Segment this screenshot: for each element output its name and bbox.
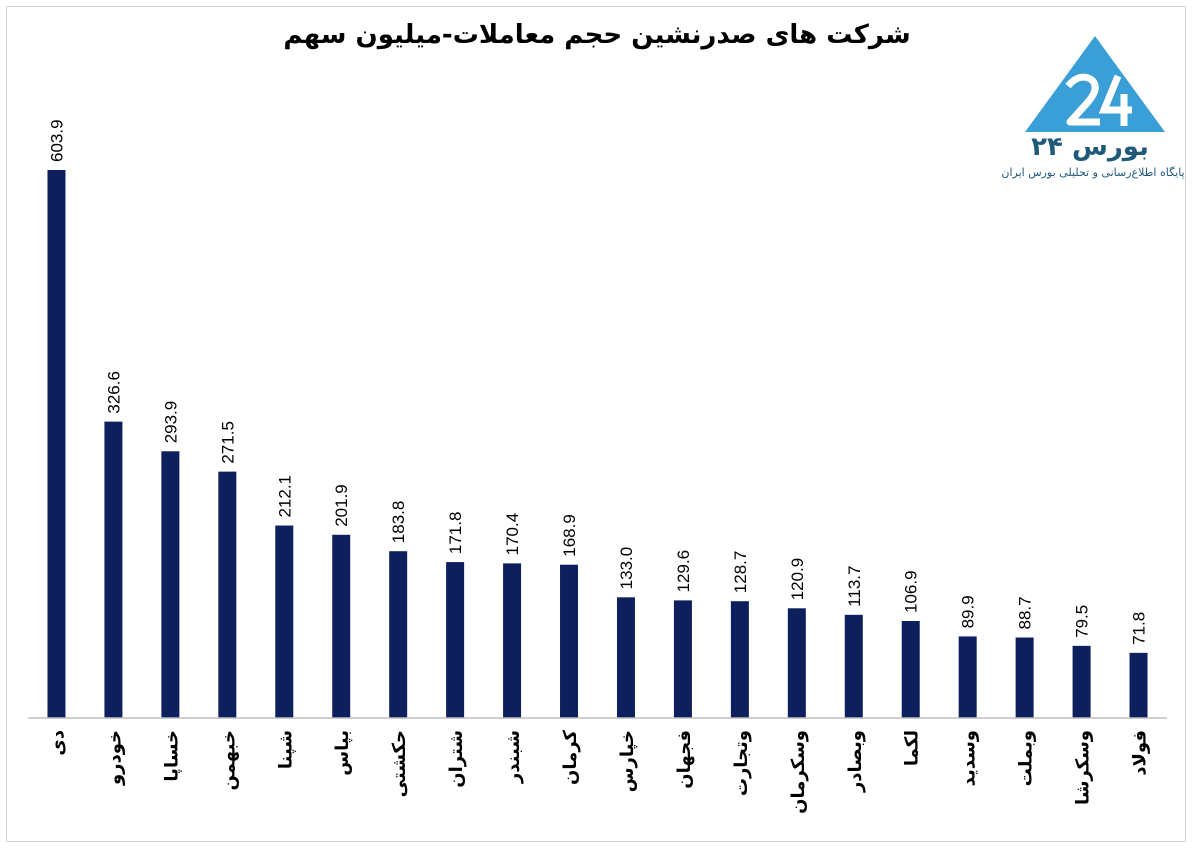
bar-5 (275, 525, 294, 718)
bar-2 (104, 421, 123, 718)
value-label-19: 79.5 (1073, 605, 1092, 638)
category-label-20: فولاد (1130, 730, 1151, 776)
triangle-24-logo-icon (1025, 36, 1165, 132)
bar-19 (1072, 645, 1091, 718)
bar-4 (218, 471, 237, 718)
bar-3 (161, 451, 180, 718)
value-label-8: 171.8 (446, 512, 465, 555)
value-label-9: 170.4 (503, 513, 522, 556)
logo-tagline: پایگاه اطلاع‌رسانی و تحلیلی بورس ایران (1001, 166, 1185, 179)
bar-17 (958, 636, 977, 718)
value-label-4: 271.5 (218, 421, 237, 464)
value-label-11: 133.0 (617, 547, 636, 590)
chart-title: شرکت های صدرنشین حجم معاملات-میلیون سهم (283, 20, 911, 50)
category-label-7: حکشتی (389, 730, 410, 797)
category-label-14: وسکرمان (788, 730, 809, 814)
value-label-7: 183.8 (389, 501, 408, 544)
category-label-5: شپنا (275, 730, 296, 769)
value-label-10: 168.9 (560, 514, 579, 557)
category-label-15: وبصادر (845, 730, 866, 793)
category-label-10: کرمان (560, 729, 581, 784)
value-label-5: 212.1 (275, 475, 294, 518)
value-label-18: 88.7 (1016, 596, 1035, 629)
bar-6 (332, 534, 351, 718)
value-label-16: 106.9 (902, 570, 921, 613)
category-label-18: وبملت (1016, 730, 1037, 786)
value-label-3: 293.9 (161, 401, 180, 444)
category-label-6: بپاس (332, 730, 353, 776)
category-label-2: خودرو (104, 730, 125, 786)
chart-frame (6, 6, 1186, 842)
value-label-2: 326.6 (104, 371, 123, 414)
category-label-13: وتجارت (731, 730, 752, 796)
value-label-14: 120.9 (788, 558, 807, 601)
bar-10 (560, 564, 579, 718)
category-label-12: فجهان (674, 730, 695, 789)
category-label-9: شبندر (503, 730, 524, 784)
value-label-13: 128.7 (731, 551, 750, 594)
value-label-20: 71.8 (1130, 612, 1149, 645)
category-label-3: خساپا (161, 730, 182, 782)
category-label-1: دی (47, 730, 68, 756)
bar-8 (446, 562, 465, 718)
category-label-4: خبهمن (218, 730, 239, 790)
value-label-17: 89.9 (959, 595, 978, 628)
category-label-8: شتران (446, 730, 467, 788)
bar-20 (1129, 652, 1148, 718)
bar-11 (616, 597, 635, 718)
value-label-1: 603.9 (47, 119, 66, 162)
bar-7 (389, 551, 408, 718)
bar-13 (730, 601, 749, 718)
bar-1 (47, 170, 66, 718)
bar-12 (673, 600, 692, 718)
bar-14 (787, 608, 806, 718)
category-label-17: وسدید (959, 730, 980, 786)
value-label-12: 129.6 (674, 550, 693, 593)
value-label-6: 201.9 (332, 484, 351, 527)
logo-brand-text: بورس ۲۴ (1031, 132, 1149, 162)
bar-15 (844, 614, 863, 718)
bar-9 (503, 563, 522, 718)
category-label-16: لکما (902, 730, 923, 766)
bar-18 (1015, 637, 1034, 718)
value-label-15: 113.7 (845, 566, 864, 607)
category-label-11: خپارس (617, 730, 638, 792)
bar-16 (901, 620, 920, 718)
category-label-19: وسکرشا (1073, 730, 1094, 805)
